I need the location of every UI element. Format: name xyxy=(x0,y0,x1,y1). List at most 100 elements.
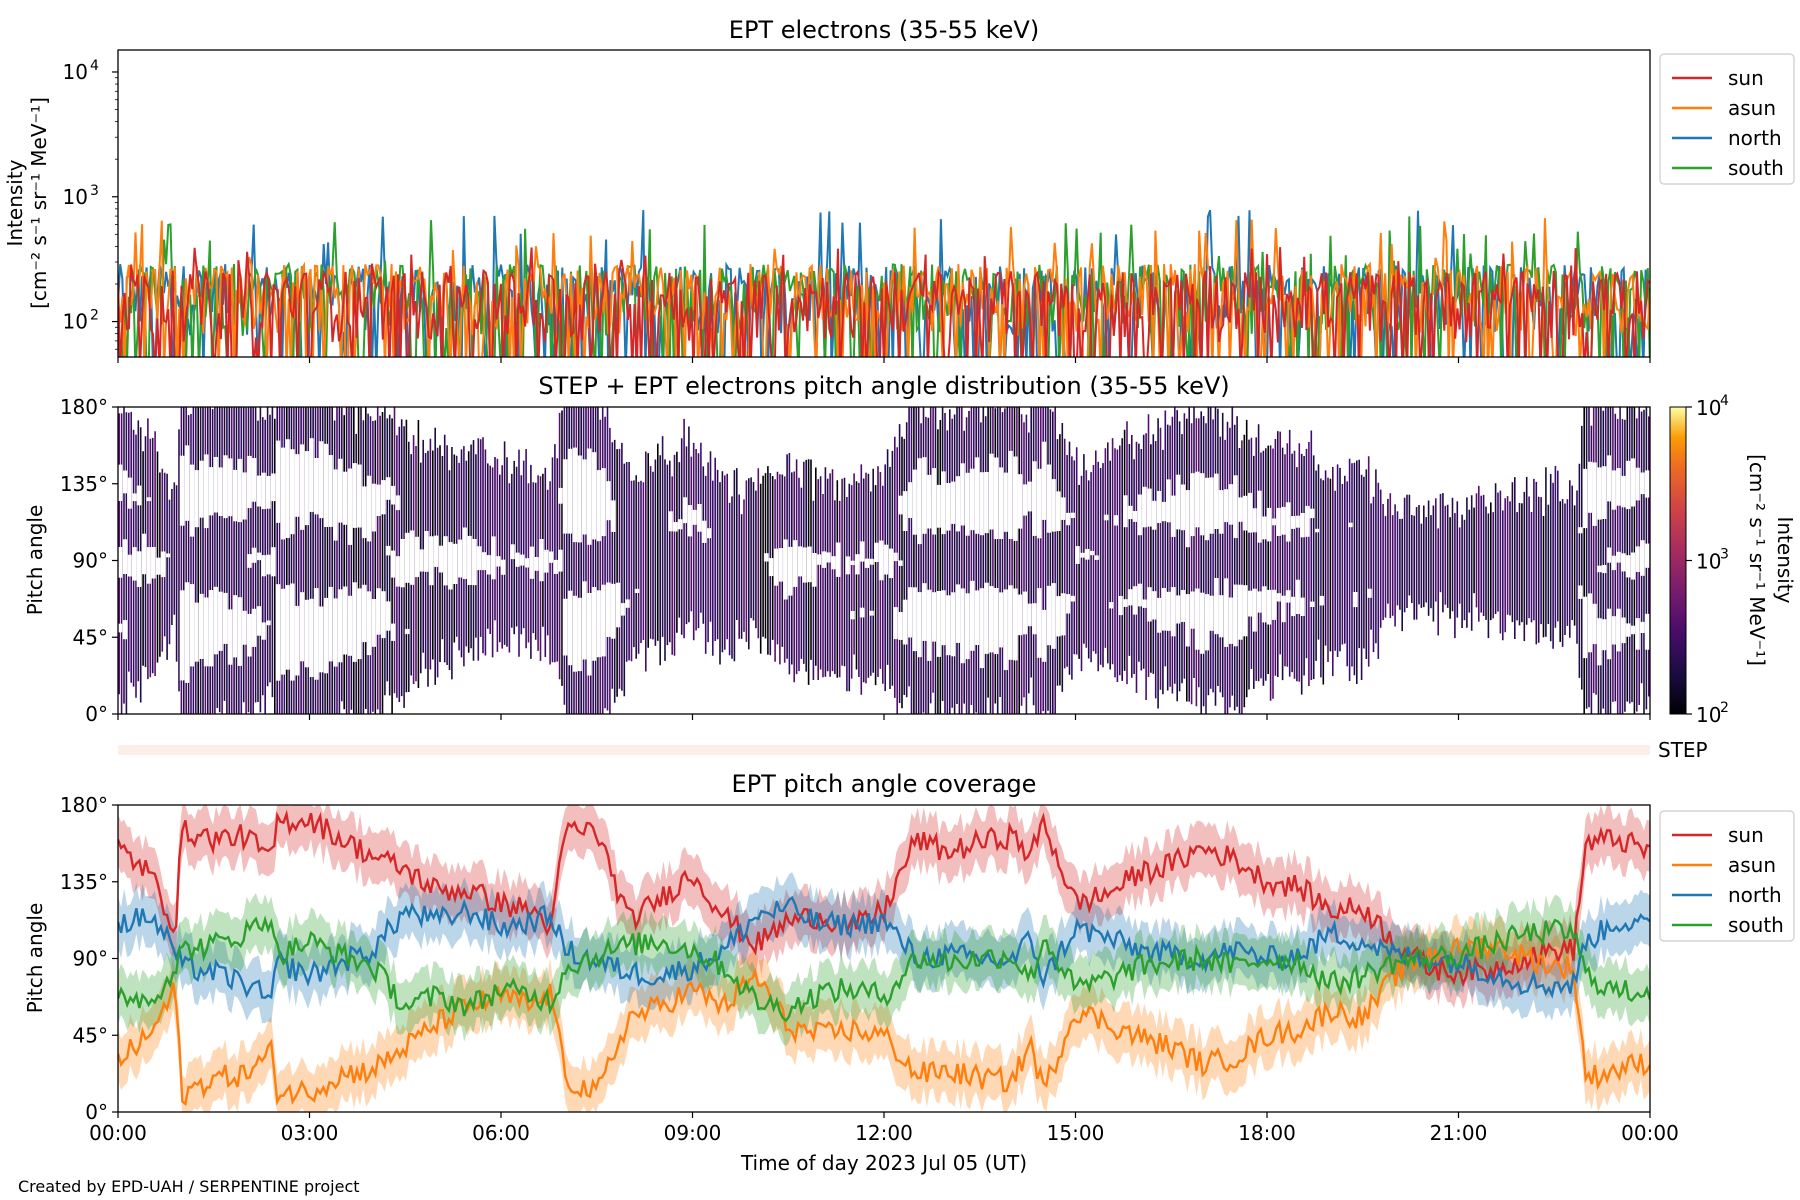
pad-gap xyxy=(256,606,261,636)
colorbar-label: Intensity [cm⁻² s⁻¹ sr⁻¹ MeV⁻¹] xyxy=(1745,454,1797,666)
pad-gap xyxy=(141,533,147,575)
pad-gap xyxy=(1156,491,1162,523)
pad-gap xyxy=(1237,497,1243,522)
pad-gap xyxy=(495,556,501,567)
pad-gap xyxy=(337,589,343,663)
pad-gap xyxy=(510,544,515,560)
pad-gap xyxy=(965,593,970,660)
pad-gap xyxy=(127,477,132,509)
pad-gap xyxy=(1276,507,1281,536)
pad-gap xyxy=(1596,618,1602,666)
pad-gap xyxy=(787,546,793,596)
pad-gap xyxy=(333,469,338,541)
pad-gap xyxy=(1319,595,1324,606)
pad-gap xyxy=(491,536,496,580)
pad-gap xyxy=(768,558,774,577)
pad-gap xyxy=(1587,593,1592,653)
colorbar-label-title: Intensity xyxy=(1773,516,1797,603)
pad-gap xyxy=(1242,495,1248,531)
pad-gap xyxy=(1630,552,1635,580)
pad-gap xyxy=(1036,588,1042,658)
pad-gap xyxy=(988,453,994,530)
colorbar-tick-label: 10 xyxy=(1696,550,1721,574)
pad-gap xyxy=(850,560,855,565)
pad-gap xyxy=(246,455,252,509)
pad-gap xyxy=(1204,477,1209,541)
pad-gap xyxy=(1123,599,1128,607)
pad-gap xyxy=(151,547,156,579)
pad-gap xyxy=(218,467,223,516)
y-tick-label: 10 xyxy=(63,310,88,334)
pad-gap xyxy=(1218,595,1224,638)
pad-gap xyxy=(1051,583,1056,649)
pad-gap xyxy=(1300,513,1305,538)
pad-gap xyxy=(419,549,424,572)
pad-gap xyxy=(1170,495,1176,537)
pad-gap xyxy=(266,554,271,575)
pad-gap xyxy=(558,487,563,504)
colorbar-tick-label: 10 xyxy=(1696,396,1721,420)
pad-gap xyxy=(1113,515,1118,526)
pad-gap xyxy=(682,497,688,524)
pad-gap xyxy=(1592,462,1597,526)
pad-gap xyxy=(672,522,678,532)
pad-gap xyxy=(328,586,333,662)
pad-gap xyxy=(1008,585,1013,660)
pad-gap xyxy=(955,476,960,532)
pad-gap xyxy=(1242,585,1248,637)
pad-gap xyxy=(1046,585,1051,646)
pad-gap xyxy=(562,598,568,656)
colorbar xyxy=(1669,406,1687,715)
legend-label-south: south xyxy=(1728,913,1784,937)
pad-gap xyxy=(1352,592,1358,608)
pad-gap xyxy=(1644,470,1650,498)
legend-label-north: north xyxy=(1728,126,1782,150)
pad-gap xyxy=(194,470,199,528)
pad-gap xyxy=(457,539,463,578)
pad-gap xyxy=(1252,588,1257,632)
legend-label-north: north xyxy=(1728,883,1782,907)
pad-gap xyxy=(1266,507,1272,542)
pad-gap xyxy=(998,467,1004,539)
coverage-legend: sun asun north south xyxy=(1659,810,1795,942)
pad-gap xyxy=(462,527,467,579)
pad-gap xyxy=(1601,565,1607,574)
pad-gap xyxy=(237,597,242,666)
pad-gap xyxy=(878,540,884,581)
pad-gap xyxy=(1132,511,1138,522)
pad-gap xyxy=(534,557,539,571)
pad-gap xyxy=(1616,468,1621,506)
pad-gap xyxy=(1625,623,1631,637)
pad-gap xyxy=(199,593,204,659)
pad-gap xyxy=(1190,473,1195,537)
pad-gap xyxy=(1228,484,1233,525)
pad-gap xyxy=(596,590,601,658)
pad-gap xyxy=(898,560,903,566)
pad-gap xyxy=(1223,578,1229,647)
pad-gap xyxy=(1022,591,1027,635)
pad-gap xyxy=(1596,565,1602,573)
pad-gap xyxy=(242,610,247,645)
pad-gap xyxy=(1630,458,1635,507)
pad-gap xyxy=(232,595,238,658)
pad-gap xyxy=(1281,506,1286,535)
pad-gap xyxy=(118,623,123,633)
pad-gap xyxy=(1611,555,1616,571)
colorbar-label-unit: [cm⁻² s⁻¹ sr⁻¹ MeV⁻¹] xyxy=(1745,454,1769,666)
x-tick-label: 15:00 xyxy=(1047,1121,1105,1145)
coverage-series-group xyxy=(118,805,1650,1112)
y-tick-label: 180° xyxy=(60,395,108,419)
pad-gap xyxy=(227,458,233,517)
pad-gap xyxy=(1094,555,1099,560)
pad-gap xyxy=(1017,474,1023,529)
pad-gap xyxy=(1223,489,1229,523)
colorbar-tick-exponent: 2 xyxy=(1720,700,1729,716)
pad-gap xyxy=(371,483,376,532)
pad-gap xyxy=(993,457,999,540)
pad-gap xyxy=(208,467,214,516)
pad-gap xyxy=(941,590,946,646)
pad-gap xyxy=(1577,585,1583,599)
pad-gap xyxy=(854,554,860,575)
pad-gap xyxy=(802,547,807,583)
pad-gap xyxy=(165,553,171,558)
